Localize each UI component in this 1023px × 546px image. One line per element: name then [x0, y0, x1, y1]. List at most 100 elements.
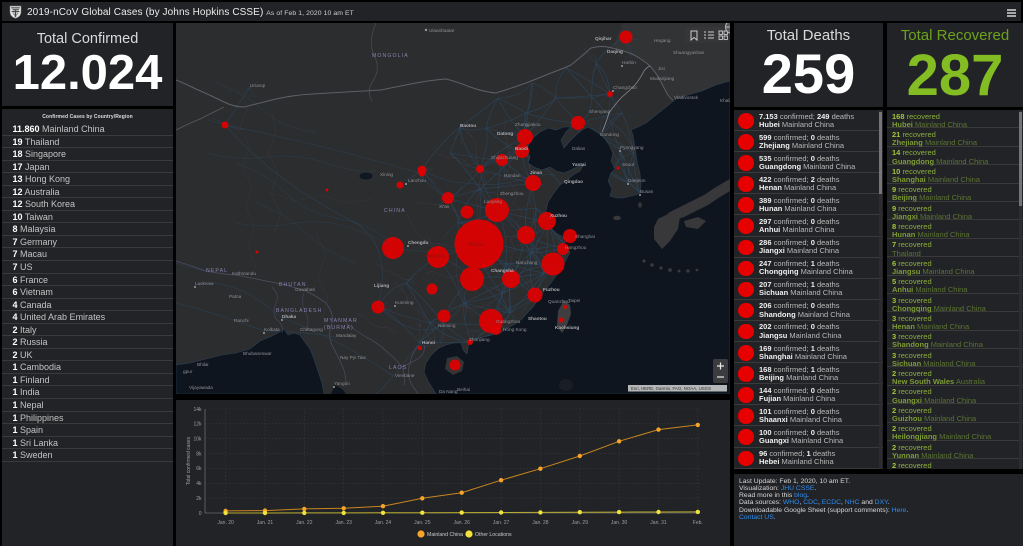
svg-text:Guwahati: Guwahati	[295, 287, 315, 292]
svg-text:Harbin: Harbin	[622, 60, 636, 65]
svg-text:gpur: gpur	[183, 369, 193, 374]
svg-text:Ranchi: Ranchi	[234, 318, 249, 323]
svg-text:Shuangyashan: Shuangyashan	[673, 50, 705, 55]
svg-text:Jan. 31: Jan. 31	[650, 520, 667, 526]
svg-text:Busan: Busan	[640, 189, 654, 194]
svg-text:Lucknow: Lucknow	[195, 281, 214, 286]
svg-text:Da Nang: Da Nang	[439, 389, 458, 394]
svg-text:Chittagong: Chittagong	[300, 327, 323, 332]
svg-text:4k: 4k	[196, 481, 202, 487]
svg-text:Kaohsiung: Kaohsiung	[555, 325, 579, 330]
svg-text:Zhanjiang: Zhanjiang	[469, 337, 490, 342]
svg-text:Zhangjiakou: Zhangjiakou	[515, 122, 541, 127]
svg-text:Luoyang: Luoyang	[484, 199, 502, 204]
svg-text:Baotou: Baotou	[460, 123, 476, 128]
svg-text:Yantai: Yantai	[572, 162, 586, 167]
svg-text:Xuzhou: Xuzhou	[550, 213, 567, 218]
svg-text:Qingdao: Qingdao	[564, 179, 583, 184]
svg-text:Hong Kong: Hong Kong	[503, 327, 527, 332]
svg-text:0: 0	[199, 511, 202, 517]
svg-text:Jinan: Jinan	[530, 170, 542, 175]
svg-text:Esri, HERE, Garmin, FAO, NOAA,: Esri, HERE, Garmin, FAO, NOAA, USGS	[631, 386, 711, 391]
svg-text:Vientiane: Vientiane	[395, 373, 415, 378]
svg-text:Shantou: Shantou	[528, 316, 547, 321]
svg-text:Nay Pyi Taw: Nay Pyi Taw	[340, 355, 366, 360]
svg-text:Bhilai: Bhilai	[197, 362, 208, 367]
svg-text:Patna: Patna	[229, 294, 242, 299]
svg-text:Guangzhou: Guangzhou	[496, 319, 521, 324]
svg-text:2k: 2k	[196, 496, 202, 502]
svg-text:(BURMA): (BURMA)	[324, 325, 354, 331]
svg-text:Mainland China: Mainland China	[427, 532, 463, 538]
svg-text:Qiqihar: Qiqihar	[595, 36, 612, 41]
svg-text:Mudanjiang: Mudanjiang	[650, 76, 675, 81]
svg-text:Shanghai: Shanghai	[575, 234, 595, 239]
svg-text:Shenyang: Shenyang	[589, 109, 611, 114]
svg-text:MYANMAR: MYANMAR	[324, 318, 358, 324]
svg-text:Beihai: Beihai	[457, 387, 470, 392]
svg-text:Jan. 23: Jan. 23	[335, 520, 352, 526]
svg-text:Jan. 27: Jan. 27	[493, 520, 510, 526]
svg-text:BANGLADESH: BANGLADESH	[276, 308, 322, 314]
svg-text:Kathmandu: Kathmandu	[232, 271, 256, 276]
svg-text:Shijiazhuang: Shijiazhuang	[491, 155, 518, 160]
svg-text:Daqing: Daqing	[607, 49, 623, 54]
svg-text:Changsha: Changsha	[491, 268, 514, 273]
svg-text:Nanning: Nanning	[438, 323, 456, 328]
svg-text:Jan. 21: Jan. 21	[257, 520, 274, 526]
svg-text:Vijayawada: Vijayawada	[189, 385, 213, 390]
svg-text:14k: 14k	[193, 407, 202, 413]
svg-text:Mandalay: Mandalay	[336, 333, 357, 338]
svg-text:Hangzhou: Hangzhou	[565, 245, 587, 250]
svg-text:Yangon: Yangon	[334, 381, 350, 386]
svg-text:Hanoi: Hanoi	[422, 340, 435, 345]
svg-text:Dhaka: Dhaka	[282, 314, 296, 319]
svg-text:Jan. 26: Jan. 26	[453, 520, 470, 526]
svg-text:Lanzhou: Lanzhou	[408, 178, 426, 183]
svg-text:NEPAL: NEPAL	[206, 268, 228, 274]
svg-text:CHINA: CHINA	[384, 208, 406, 214]
svg-text:Taipei: Taipei	[568, 298, 580, 303]
svg-text:Quanzhou: Quanzhou	[548, 299, 570, 304]
svg-text:Ulaanbaatar: Ulaanbaatar	[429, 28, 455, 33]
svg-text:Daejeon: Daejeon	[628, 178, 646, 183]
svg-text:Hegang: Hegang	[654, 38, 671, 43]
svg-text:Jan. 30: Jan. 30	[611, 520, 628, 526]
svg-text:Baodi: Baodi	[515, 146, 528, 151]
svg-text:Jan. 22: Jan. 22	[296, 520, 313, 526]
svg-text:10k: 10k	[193, 437, 202, 443]
svg-text:Handan: Handan	[504, 173, 521, 178]
svg-text:Other Locations: Other Locations	[475, 532, 512, 538]
svg-text:Seoul: Seoul	[622, 162, 634, 167]
svg-text:6k: 6k	[196, 466, 202, 472]
svg-text:Kunming: Kunming	[395, 300, 414, 305]
svg-text:Urumqi: Urumqi	[250, 83, 265, 88]
svg-text:Total confirmed cases: Total confirmed cases	[186, 436, 192, 485]
svg-text:Jan. 28: Jan. 28	[532, 520, 549, 526]
svg-text:Datong: Datong	[497, 131, 513, 136]
svg-text:Bhubaneswar: Bhubaneswar	[243, 351, 272, 356]
svg-text:Xining: Xining	[380, 172, 393, 177]
svg-text:8k: 8k	[196, 451, 202, 457]
svg-text:Dandong: Dandong	[600, 132, 619, 137]
svg-text:Pyongyang: Pyongyang	[620, 145, 644, 150]
svg-text:Kolkata: Kolkata	[264, 327, 280, 332]
svg-text:MONGOLIA: MONGOLIA	[372, 53, 409, 59]
svg-text:Wuhan: Wuhan	[468, 242, 484, 248]
svg-text:Lijiang: Lijiang	[374, 283, 389, 288]
svg-text:LAOS: LAOS	[389, 365, 407, 371]
svg-text:Jan. 24: Jan. 24	[375, 520, 392, 526]
svg-text:Xi'an: Xi'an	[439, 204, 450, 209]
svg-text:Fuzhou: Fuzhou	[543, 287, 560, 292]
svg-text:Nanchang: Nanchang	[516, 260, 538, 265]
svg-text:Vladivostok: Vladivostok	[674, 95, 699, 100]
svg-text:12k: 12k	[193, 422, 202, 428]
svg-text:Jixi: Jixi	[658, 66, 665, 71]
svg-text:Chongqing: Chongqing	[423, 253, 445, 258]
svg-text:Dalian: Dalian	[572, 146, 586, 151]
svg-text:Changchun: Changchun	[613, 85, 637, 90]
svg-text:Jan. 29: Jan. 29	[572, 520, 589, 526]
svg-text:BHUTAN: BHUTAN	[279, 282, 307, 288]
svg-text:Khabarovsk: Khabarovsk	[720, 98, 730, 103]
svg-text:Jan. 25: Jan. 25	[414, 520, 431, 526]
